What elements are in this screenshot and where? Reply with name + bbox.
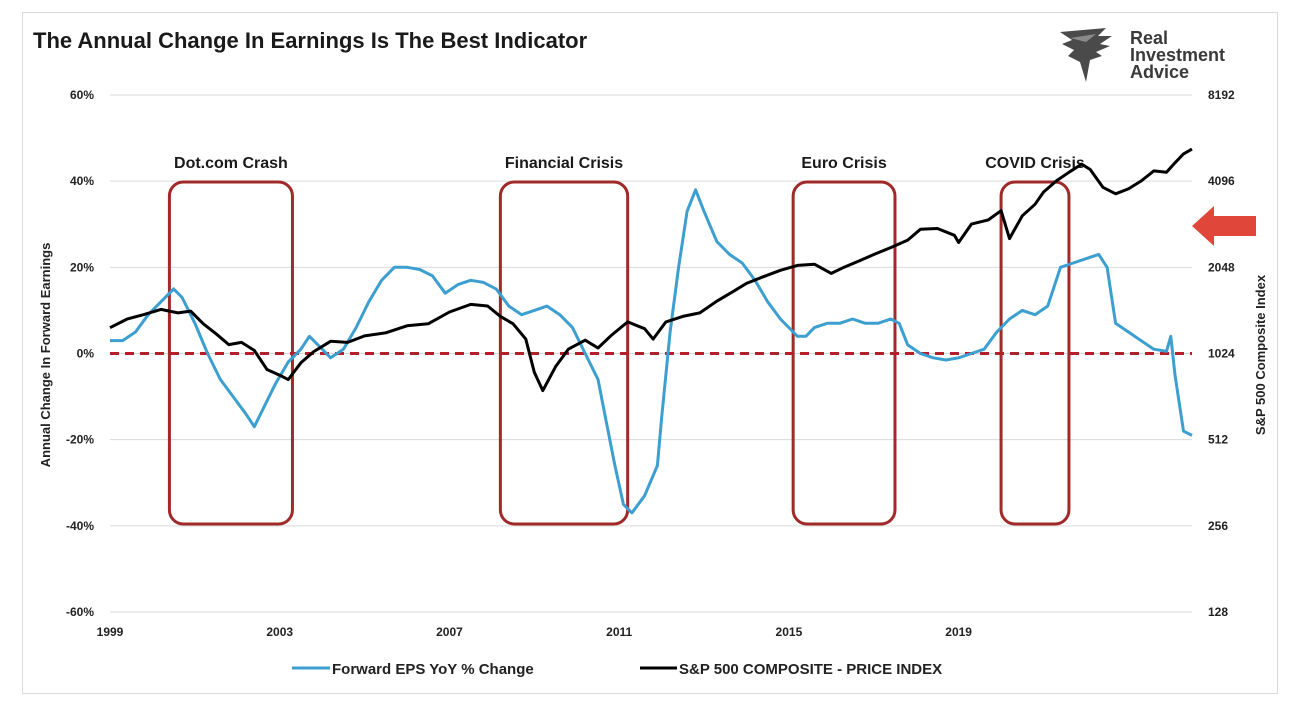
y-tick-label: 0% — [77, 347, 95, 361]
brand-line-3: Advice — [1130, 62, 1190, 82]
y-tick-label: -60% — [66, 605, 94, 619]
eps-series-line — [110, 188, 1193, 515]
y2-tick-label: 512 — [1208, 433, 1228, 447]
crisis-label: COVID Crisis — [985, 155, 1085, 172]
y-tick-label: -40% — [66, 519, 94, 533]
y2-tick-label: 2048 — [1208, 260, 1235, 274]
y-tick-label: -20% — [66, 433, 94, 447]
y2-tick-label: 1024 — [1208, 347, 1235, 361]
axis-ticks: 60% 40% 20% 0% -20% -40% -60% 8192 4096 2048 1024 5… — [66, 88, 1235, 639]
y-tick-label: 40% — [70, 174, 94, 188]
y-tick-label: 60% — [70, 88, 94, 102]
x-tick-label: 2003 — [266, 625, 293, 639]
spx-series-line — [109, 147, 1193, 393]
crisis-label: Financial Crisis — [505, 155, 623, 172]
y2-tick-label: 128 — [1208, 605, 1228, 619]
y-axis-label: Annual Change In Forward Earnings — [38, 243, 53, 468]
y-tick-label: 20% — [70, 260, 94, 274]
chart-title: The Annual Change In Earnings Is The Bes… — [33, 28, 588, 53]
x-tick-label: 2011 — [606, 625, 632, 639]
x-tick-label: 2007 — [436, 625, 463, 639]
red-arrow-icon — [1192, 206, 1256, 246]
brand-line-1: Real — [1130, 28, 1169, 48]
chart-frame — [22, 12, 1278, 694]
x-tick-label: 1999 — [97, 625, 124, 639]
y2-axis-label: S&P 500 Composite Index — [1253, 274, 1268, 435]
x-tick-label: 2019 — [945, 625, 972, 639]
brand-name: Real Investment Advice — [1130, 28, 1226, 82]
legend: Forward EPS YoY % Change S&P 500 COMPOSIT… — [292, 661, 942, 678]
y2-tick-label: 256 — [1208, 519, 1228, 533]
x-tick-label: 2015 — [776, 625, 803, 639]
crisis-label: Dot.com Crash — [174, 155, 288, 172]
legend-label-spx: S&P 500 COMPOSITE - PRICE INDEX — [679, 661, 942, 678]
crisis-label: Euro Crisis — [801, 155, 886, 172]
eagle-logo-icon — [1056, 26, 1116, 89]
y2-tick-label: 8192 — [1208, 88, 1235, 102]
brand-line-2: Investment — [1130, 45, 1226, 65]
y2-tick-label: 4096 — [1208, 174, 1235, 188]
red-arrow-icon — [1192, 206, 1256, 246]
legend-label-eps: Forward EPS YoY % Change — [332, 661, 534, 678]
series-lines — [109, 147, 1193, 515]
